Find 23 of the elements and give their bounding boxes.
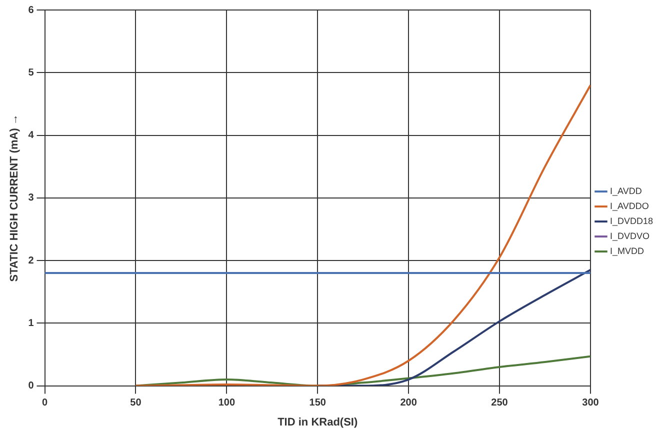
y-tick-label: 6	[28, 4, 34, 16]
x-tick-label: 300	[582, 398, 600, 409]
x-tick-label: 150	[309, 398, 326, 409]
y-tick-label: 0	[28, 380, 34, 392]
x-tick-label: 100	[218, 398, 236, 409]
y-tick-label: 2	[28, 255, 34, 266]
legend-label: I_DVDVO	[610, 230, 650, 241]
x-axis-title: TID in KRad(SI)	[278, 416, 358, 428]
y-tick-label: 5	[28, 67, 34, 78]
y-tick-label: 1	[28, 318, 34, 329]
legend-label: I_AVDDO	[610, 200, 649, 211]
y-axis-title: STATIC HIGH CURRENT (mA) →	[8, 114, 21, 282]
y-tick-label: 4	[28, 130, 34, 142]
legend-label: I_MVDD	[610, 246, 644, 256]
line-series	[134, 84, 590, 386]
x-tick-label: 50	[130, 398, 142, 409]
line-series	[134, 355, 590, 386]
legend-label: I_AVDD	[610, 186, 642, 196]
y-tick-label: 3	[28, 192, 34, 204]
x-tick-label: 250	[491, 398, 508, 409]
x-tick-label: 0	[42, 398, 48, 409]
legend-label: I_DVDD18	[610, 216, 654, 226]
x-tick-label: 200	[400, 398, 418, 409]
